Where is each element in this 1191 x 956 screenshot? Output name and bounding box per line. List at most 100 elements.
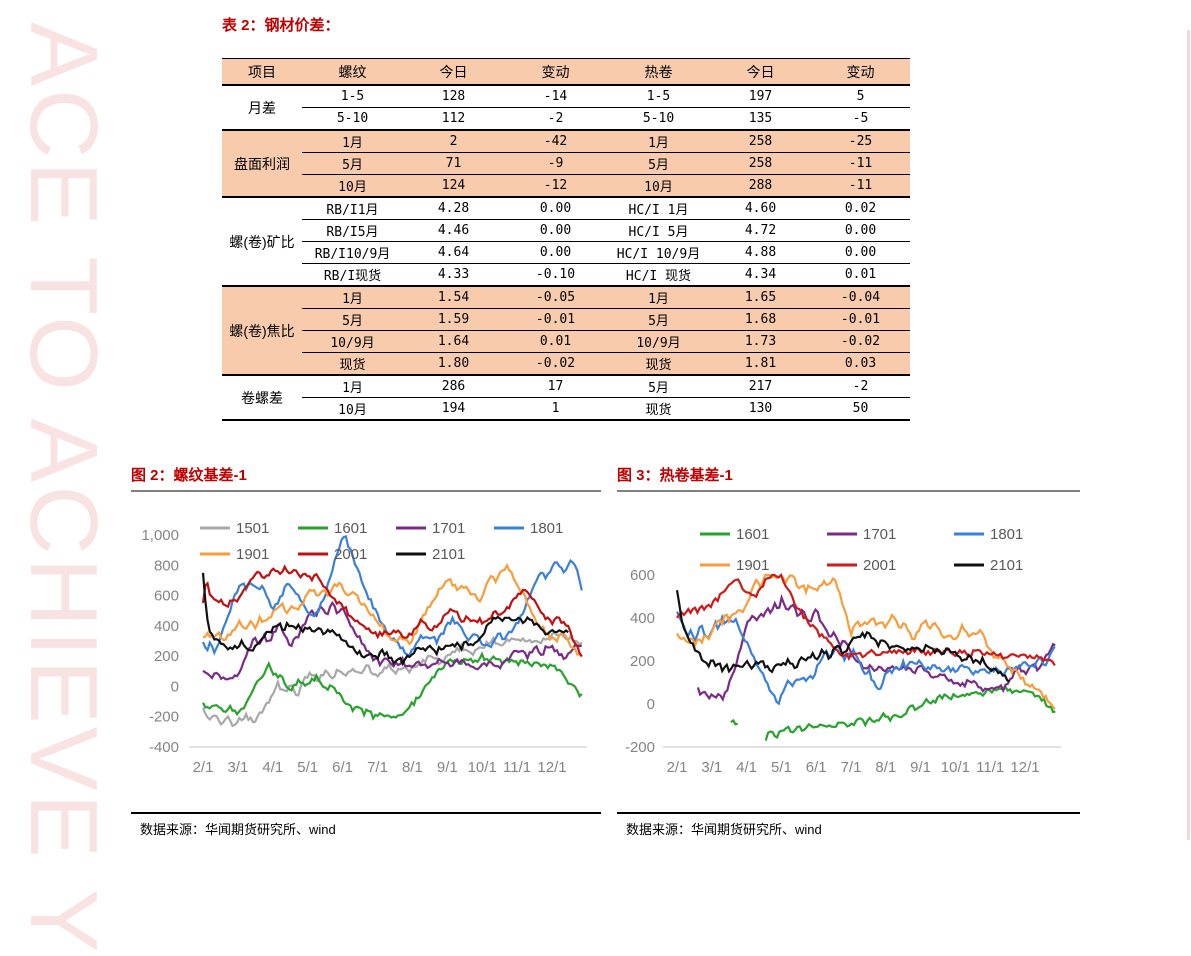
table-row: RB/I10/9月 4.64 0.00 HC/I 10/9月 4.88 0.00 bbox=[222, 241, 910, 264]
table-cell: 1月 bbox=[302, 285, 403, 309]
table-cell: 4.46 bbox=[403, 219, 504, 242]
legend-label-2001: 2001 bbox=[863, 557, 896, 574]
table-cell: 5月 bbox=[302, 308, 403, 331]
table-cell: RB/I5月 bbox=[302, 219, 403, 242]
table-row: 5-10 112 -2 5-10 135 -5 bbox=[222, 107, 910, 130]
table-cell: RB/I10/9月 bbox=[302, 241, 403, 264]
table-cell: -2 bbox=[504, 107, 607, 130]
table-cell: 5月 bbox=[302, 152, 403, 175]
x-tick-label: 12/1 bbox=[1010, 759, 1039, 776]
y-tick-label: 800 bbox=[154, 557, 179, 574]
legend-label-1501: 1501 bbox=[236, 520, 269, 537]
column-header: 今日 bbox=[710, 58, 811, 86]
table-cell: 258 bbox=[710, 129, 811, 153]
table-cell: 现货 bbox=[607, 352, 710, 375]
x-tick-label: 10/1 bbox=[468, 759, 497, 776]
table-cell: RB/I1月 bbox=[302, 196, 403, 220]
series-line-2101 bbox=[675, 590, 1010, 683]
row-group-label: 螺(卷)矿比 bbox=[222, 196, 302, 286]
x-tick-label: 7/1 bbox=[367, 759, 388, 776]
legend-label-1601: 1601 bbox=[334, 520, 367, 537]
table-cell: 0.00 bbox=[504, 241, 607, 264]
table-cell: 1月 bbox=[607, 129, 710, 153]
y-tick-label: 400 bbox=[630, 610, 655, 627]
table-cell: 4.72 bbox=[710, 219, 811, 242]
table-cell: 5-10 bbox=[302, 107, 403, 130]
table-cell: HC/I 5月 bbox=[607, 219, 710, 242]
table-cell: 4.64 bbox=[403, 241, 504, 264]
table-row: 螺(卷)焦比 1月 1.54 -0.05 1月 1.65 -0.04 bbox=[222, 285, 910, 375]
table-cell: -0.02 bbox=[504, 352, 607, 375]
table-row: 螺(卷)矿比 RB/I1月 4.28 0.00 HC/I 1月 4.60 0.02 bbox=[222, 196, 910, 286]
row-group-label: 盘面利润 bbox=[222, 129, 302, 197]
table-cell: 0.00 bbox=[504, 196, 607, 220]
table-row: 卷螺差 1月 286 17 5月 217 -2 bbox=[222, 374, 910, 420]
column-header: 今日 bbox=[403, 58, 504, 86]
table-cell: 288 bbox=[710, 174, 811, 197]
table-cell: 50 bbox=[811, 397, 910, 420]
table-cell: -5 bbox=[811, 107, 910, 130]
table-cell: 4.60 bbox=[710, 196, 811, 220]
series-line-2001 bbox=[201, 564, 583, 657]
table-cell: 1.80 bbox=[403, 352, 504, 375]
steel-price-table: 项目 螺纹 今日 变动 热卷 今日 变动 月差 1-5 128 -14 1-5 197 5 5-10 112… bbox=[222, 58, 910, 421]
hotcoil-basis-chart: 600 400 200 0 -200 2/1 3/1 4/1 5/1 6/1 7/1 8/1 9/1 10… bbox=[625, 526, 1061, 776]
column-header: 变动 bbox=[504, 58, 607, 86]
table-cell: -0.10 bbox=[504, 263, 607, 286]
table-cell: -0.02 bbox=[811, 330, 910, 353]
column-header: 变动 bbox=[811, 58, 910, 86]
table-row: 月差 1-5 128 -14 1-5 197 5 bbox=[222, 85, 910, 116]
row-group-label: 卷螺差 bbox=[222, 374, 302, 420]
y-tick-label: 1,000 bbox=[141, 527, 179, 544]
legend-label-1601: 1601 bbox=[736, 526, 769, 543]
x-tick-label: 8/1 bbox=[875, 759, 896, 776]
series-line-1901 bbox=[202, 563, 583, 658]
figure-hotcoil-basis: 图 3：热卷基差-1 600 400 200 0 -200 2/1 3/1 4/1 5/1 6/1… bbox=[617, 466, 1080, 854]
x-tick-label: 8/1 bbox=[402, 759, 423, 776]
figure3-caption: 数据来源：华闻期货研究所、wind bbox=[626, 822, 822, 837]
x-tick-label: 12/1 bbox=[537, 759, 566, 776]
y-tick-label: -400 bbox=[149, 739, 179, 756]
x-tick-label: 5/1 bbox=[297, 759, 318, 776]
y-tick-label: 600 bbox=[154, 588, 179, 605]
figure2-title: 图 2：螺纹基差-1 bbox=[131, 467, 247, 484]
table-cell: -11 bbox=[811, 174, 910, 197]
watermark-text: ACE TO ACHIEVE Y bbox=[10, 22, 117, 956]
column-header: 热卷 bbox=[607, 58, 710, 86]
table-cell: 4.34 bbox=[710, 263, 811, 286]
table-cell: -11 bbox=[811, 152, 910, 175]
table-cell: 194 bbox=[403, 397, 504, 420]
table-cell: HC/I 10/9月 bbox=[607, 241, 710, 264]
figure3-title-rule bbox=[617, 490, 1080, 492]
table-row: RB/I现货 4.33 -0.10 HC/I 现货 4.34 0.01 bbox=[222, 263, 910, 286]
table-row: 盘面利润 1月 2 -42 1月 258 -25 bbox=[222, 129, 910, 197]
table-cell: 1月 bbox=[302, 374, 403, 398]
series-line-1701 bbox=[696, 593, 1056, 703]
table-row: 5月 71 -9 5月 258 -11 bbox=[222, 152, 910, 175]
legend-label-2101: 2101 bbox=[990, 557, 1023, 574]
row-group-label: 月差 bbox=[248, 99, 276, 116]
x-tick-label: 2/1 bbox=[193, 759, 214, 776]
column-header: 项目 bbox=[222, 58, 302, 86]
table-cell: -14 bbox=[543, 89, 568, 104]
table-cell: -0.01 bbox=[504, 308, 607, 331]
figure-rebar-basis: 图 2：螺纹基差-1 1,000 800 600 400 200 0 -200 -400 2/1… bbox=[131, 466, 601, 854]
x-tick-label: 3/1 bbox=[701, 759, 722, 776]
table-cell: -0.05 bbox=[504, 285, 607, 309]
series-line-1701 bbox=[202, 600, 582, 681]
series-line-1601 bbox=[202, 651, 583, 721]
legend-label-2101: 2101 bbox=[432, 546, 465, 563]
table-cell: 258 bbox=[710, 152, 811, 175]
table-cell: 1.68 bbox=[710, 308, 811, 331]
table-row: 10月 194 1 现货 130 50 bbox=[222, 397, 910, 420]
table-cell: 0.00 bbox=[504, 219, 607, 242]
y-tick-label: 400 bbox=[154, 618, 179, 635]
x-tick-label: 11/1 bbox=[503, 759, 531, 776]
table-row: 现货 1.80 -0.02 现货 1.81 0.03 bbox=[222, 352, 910, 375]
x-tick-label: 3/1 bbox=[227, 759, 248, 776]
series-line-2101 bbox=[201, 572, 569, 667]
x-tick-label: 11/1 bbox=[976, 759, 1004, 776]
table-cell: -0.01 bbox=[811, 308, 910, 331]
table-cell: 0.02 bbox=[811, 196, 910, 220]
table-cell: 1 bbox=[504, 397, 607, 420]
